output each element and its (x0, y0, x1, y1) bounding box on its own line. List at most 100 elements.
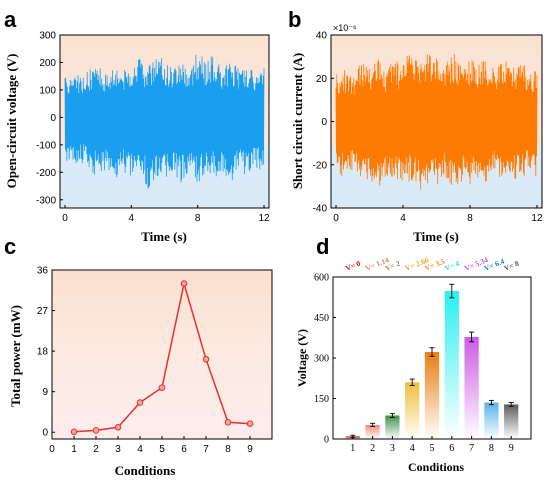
voltage-bars (345, 283, 519, 439)
panel-label-d: d (316, 234, 329, 259)
ylabel-b: Short circuit current (A) (290, 53, 305, 189)
waveform-core (65, 80, 264, 158)
voltage-bar (504, 404, 519, 439)
voltage-bar (464, 336, 479, 439)
voltage-bar (365, 424, 380, 439)
y-tick-label: 100 (39, 85, 56, 96)
xlabel-d: Conditions (408, 460, 464, 474)
waveform-core (336, 79, 537, 161)
x-tick-label: 0 (333, 213, 339, 224)
power-line (70, 280, 254, 436)
power-data-point (224, 419, 232, 426)
voltage-bar (385, 415, 400, 439)
panel-d: d V= 0 V= 1.14V= 2 V= 2.66V= 3.5V= 4 V= 5.3… (295, 234, 532, 474)
y-tick-label: 0 (324, 435, 329, 446)
y-tick-label: 0 (50, 113, 56, 124)
x-tick-label: 2 (370, 443, 375, 454)
y-tick-label: -20 (313, 160, 328, 171)
y-tick-label: 18 (37, 347, 49, 358)
voltage-annotation: V= 0 (344, 259, 362, 273)
x-tick-label: 12 (531, 213, 543, 224)
voltage-annotations: V= 0 V= 1.14V= 2 V= 2.66V= 3.5V= 4 V= 5.34V… (344, 255, 520, 273)
x-tick-label: 8 (489, 443, 494, 454)
xlabel-a: Time (s) (141, 229, 187, 244)
power-data-point (202, 355, 210, 363)
x-tick-label: 7 (203, 444, 209, 455)
x-tick-label: 8 (225, 444, 231, 455)
panel-c: c 0 1 2 3 4 5 6 7 8 9 0 9 18 27 36 Conditions Total po… (4, 234, 273, 478)
voltage-annotation: V= 8 (503, 259, 521, 273)
power-data-point (246, 420, 254, 427)
y-tick-label: 20 (316, 74, 328, 85)
voltage-bar (424, 352, 440, 439)
y-tick-label: 300 (314, 354, 329, 365)
ylabel-c: Total power (mW) (8, 305, 23, 407)
y-tick-label: 0 (321, 117, 327, 128)
x-tick-label: 5 (159, 444, 165, 455)
y-tick-label: 36 (37, 266, 49, 277)
xlabel-c: Conditions (115, 463, 176, 478)
y-tick-label: 300 (39, 31, 56, 42)
x-tick-label: 7 (469, 443, 474, 454)
power-data-point (180, 280, 188, 287)
panel-label-b: b (288, 7, 301, 32)
x-tick-label: 9 (247, 444, 253, 455)
panel-b: b 0 4 8 12 -40 -20 0 20 40 ×10⁻⁶ Time (s) Short … (288, 7, 543, 244)
y-tick-label: 27 (37, 306, 49, 317)
power-data-point (92, 427, 100, 434)
y-tick-label: -40 (313, 204, 328, 215)
ticks-c: 0 1 2 3 4 5 6 7 8 9 0 9 18 27 36 (37, 266, 253, 456)
x-tick-label: 2 (93, 444, 99, 455)
x-tick-label: 4 (400, 213, 406, 224)
power-data-point (136, 399, 144, 406)
x-tick-label: 5 (430, 443, 435, 454)
y-tick-label: 600 (314, 273, 329, 284)
plot-area-c (52, 270, 272, 439)
x-tick-label: 3 (390, 443, 395, 454)
x-tick-label: 4 (410, 443, 415, 454)
x-tick-label: 8 (195, 213, 201, 224)
ticks-d: 1 2 3 4 5 6 7 8 9 0 150 300 450 600 (314, 273, 514, 455)
x-tick-label: 6 (449, 443, 454, 454)
ticks-b: 0 4 8 12 -40 -20 0 20 40 (313, 31, 543, 225)
x-tick-label: 3 (115, 444, 121, 455)
voltage-waveform (64, 54, 265, 189)
y-tick-label: -300 (36, 195, 56, 206)
y-tick-label: 450 (314, 313, 329, 324)
panel-label-a: a (4, 7, 17, 32)
y-tick-label: 40 (316, 31, 328, 42)
x-tick-label: 4 (137, 444, 143, 455)
x-tick-label: 0 (49, 444, 55, 455)
axes-frame-a (59, 34, 270, 209)
x-tick-label: 6 (181, 444, 187, 455)
y-tick-label: 0 (42, 428, 48, 439)
voltage-bar (484, 402, 499, 439)
x-tick-label: 8 (467, 213, 473, 224)
ylabel-d: Voltage (V) (295, 329, 309, 387)
x-tick-label: 1 (71, 444, 77, 455)
power-data-point (158, 384, 166, 391)
y-tick-label: 200 (39, 58, 56, 69)
x-tick-label: 0 (62, 213, 68, 224)
power-data-point (114, 423, 122, 431)
x-tick-label: 12 (258, 213, 270, 224)
y-tick-label: -200 (36, 168, 56, 179)
voltage-annotation: V= 4 (443, 259, 461, 273)
xlabel-b: Time (s) (413, 229, 459, 244)
y-tick-label: 9 (42, 387, 48, 398)
panel-a: a 0 4 8 12 -300 -200 -100 0 100 200 300 Time (s) O… (4, 7, 270, 244)
voltage-bar (405, 382, 420, 439)
y-tick-label: -100 (36, 140, 56, 151)
voltage-bar (444, 291, 459, 439)
power-data-point (70, 428, 78, 436)
ticks-a: 0 4 8 12 -300 -200 -100 0 100 200 300 (36, 31, 270, 225)
ylabel-a: Open-circuit voltage (V) (4, 54, 19, 189)
x-tick-label: 1 (350, 443, 355, 454)
current-waveform (335, 53, 538, 190)
x-tick-label: 9 (509, 443, 514, 454)
x-tick-label: 4 (129, 213, 135, 224)
y-tick-label: 150 (314, 394, 329, 405)
multiplier-b: ×10⁻⁶ (333, 23, 357, 33)
panel-label-c: c (4, 234, 16, 259)
